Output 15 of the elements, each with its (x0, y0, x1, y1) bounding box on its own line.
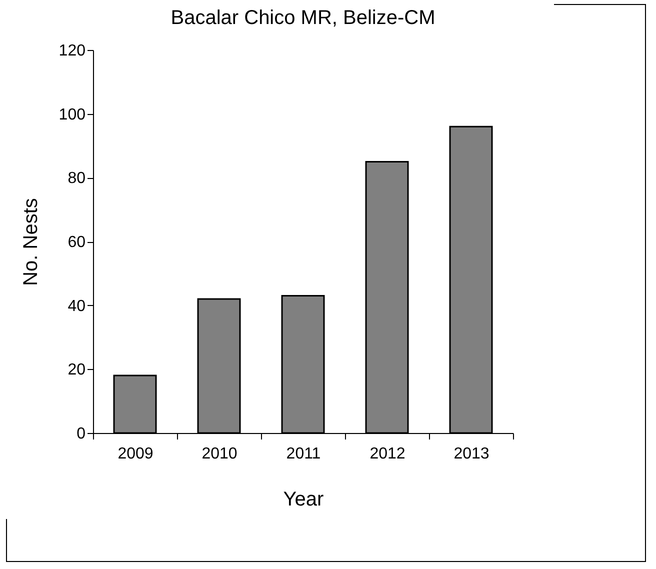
x-axis-title: Year (283, 488, 324, 510)
y-tick-label: 0 (76, 426, 86, 442)
y-tick-label: 80 (68, 170, 86, 188)
y-tick-label: 20 (68, 362, 86, 379)
x-tick-label: 2009 (118, 446, 154, 462)
y-tick-label: 120 (58, 42, 86, 60)
x-tick-label: 2010 (202, 446, 238, 462)
x-tick-label: 2012 (370, 446, 406, 462)
y-tick-label: 60 (68, 234, 86, 251)
x-tick-label: 2011 (286, 446, 321, 462)
chart-title: Bacalar Chico MR, Belize-CM (170, 7, 436, 29)
x-tick-label: 2013 (454, 446, 490, 462)
y-tick-label: 100 (58, 106, 86, 124)
y-axis-title: No. Nests (20, 198, 42, 286)
y-tick-label: 40 (68, 298, 86, 315)
